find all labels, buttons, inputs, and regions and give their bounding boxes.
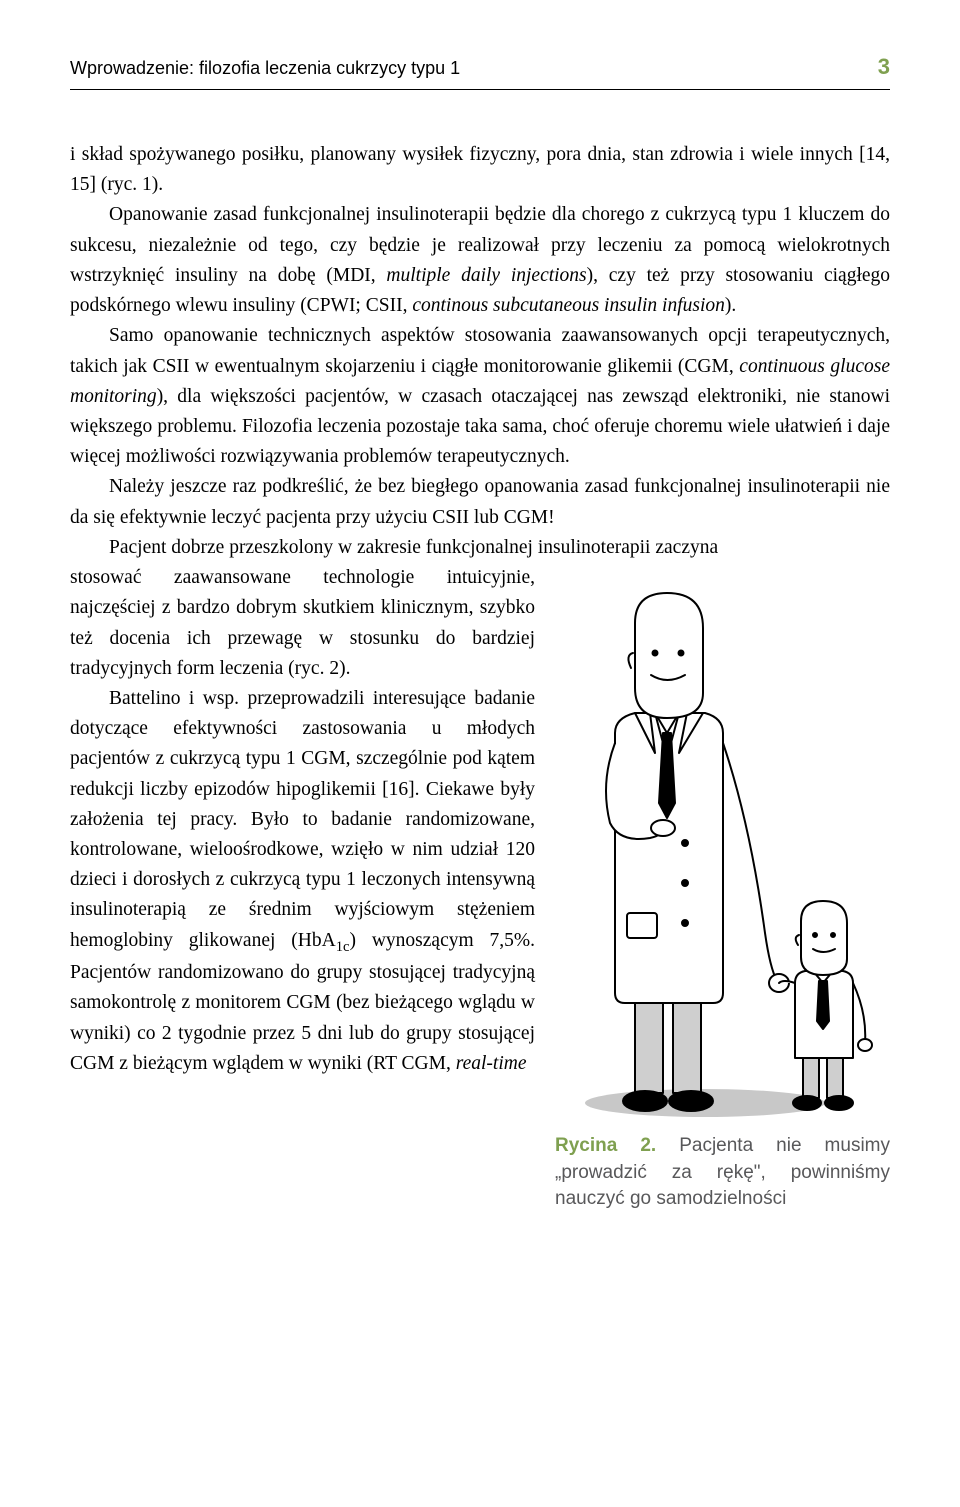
paragraph-5-lead: Pacjent dobrze przeszkolony w zakresie f…	[70, 533, 890, 563]
paragraph-6: Battelino i wsp. przeprowadzili interesu…	[70, 684, 535, 1079]
figure-2: Rycina 2. Pacjenta nie musimy „prowadzić…	[555, 583, 890, 1213]
paragraph-4: Należy jeszcze raz podkreślić, że bez bi…	[70, 472, 890, 532]
figure-caption-label: Rycina 2.	[555, 1135, 656, 1156]
right-column: Rycina 2. Pacjenta nie musimy „prowadzić…	[555, 563, 890, 1213]
running-title: Wprowadzenie: filozofia leczenia cukrzyc…	[70, 55, 460, 82]
doctor-patient-illustration	[555, 583, 890, 1123]
figure-caption: Rycina 2. Pacjenta nie musimy „prowadzić…	[555, 1133, 890, 1213]
two-column-section: stosować zaawansowane technologie intuic…	[70, 563, 890, 1213]
patient-figure	[779, 901, 872, 1110]
paragraph-5-cont: stosować zaawansowane technologie intuic…	[70, 563, 535, 684]
paragraph-2: Opanowanie zasad funkcjonalnej insulinot…	[70, 200, 890, 321]
left-column: stosować zaawansowane technologie intuic…	[70, 563, 535, 1079]
paragraph-1: i skład spożywanego posiłku, planowany w…	[70, 140, 890, 200]
doctor-figure	[606, 593, 789, 1111]
running-header: Wprowadzenie: filozofia leczenia cukrzyc…	[70, 50, 890, 90]
paragraph-3: Samo opanowanie technicznych aspektów st…	[70, 321, 890, 472]
page-number: 3	[878, 50, 890, 83]
body-text: i skład spożywanego posiłku, planowany w…	[70, 140, 890, 1213]
